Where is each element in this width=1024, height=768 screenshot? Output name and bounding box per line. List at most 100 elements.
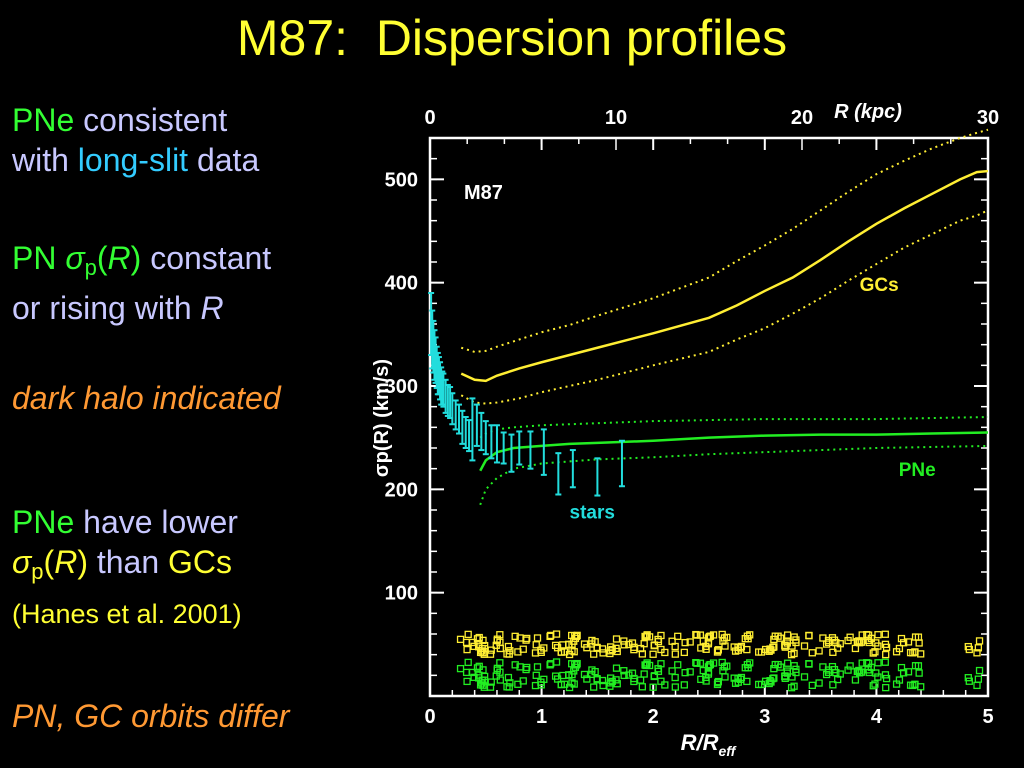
sample-point-pn bbox=[650, 672, 659, 680]
sample-point-pn bbox=[463, 677, 471, 686]
sample-point-gc bbox=[899, 639, 908, 647]
sample-point-gc bbox=[560, 648, 569, 656]
data-text: data bbox=[188, 142, 260, 178]
sample-point-gc bbox=[547, 631, 555, 640]
sample-point-gc bbox=[573, 631, 581, 640]
x-axis-label: R/Reff bbox=[681, 730, 737, 759]
sample-point-gc bbox=[514, 648, 522, 656]
sample-point-gc bbox=[650, 641, 659, 649]
sample-point-gc bbox=[897, 634, 906, 643]
sample-point-gc bbox=[869, 649, 877, 657]
sample-point-pn bbox=[570, 680, 578, 688]
series-annotation: stars bbox=[570, 502, 615, 523]
sample-point-pn bbox=[904, 668, 913, 676]
sample-point-gc bbox=[761, 645, 770, 654]
x-tick-label: 0 bbox=[424, 706, 435, 728]
sample-point-pn bbox=[720, 663, 729, 671]
sample-point-pn bbox=[638, 683, 646, 691]
sample-point-pn bbox=[704, 668, 713, 676]
long-slit-label: long-slit bbox=[77, 142, 189, 178]
sample-point-pn bbox=[492, 672, 500, 680]
sample-point-gc bbox=[858, 631, 866, 639]
sample-point-pn bbox=[909, 681, 917, 690]
sample-point-gc bbox=[487, 646, 495, 654]
sample-point-pn bbox=[718, 658, 726, 667]
sample-point-gc bbox=[815, 647, 823, 655]
sample-point-gc bbox=[681, 638, 689, 647]
sample-point-gc bbox=[620, 641, 628, 649]
sample-point-pn bbox=[486, 683, 495, 691]
sample-point-gc bbox=[533, 634, 542, 642]
sample-point-pn bbox=[973, 681, 981, 690]
sample-point-pn bbox=[671, 673, 679, 682]
sample-point-gc bbox=[909, 649, 917, 657]
sample-point-gc bbox=[853, 638, 862, 646]
sample-point-gc bbox=[661, 648, 669, 657]
sample-point-pn bbox=[857, 668, 865, 676]
paren-close: ) bbox=[130, 240, 142, 276]
paren-open: ( bbox=[96, 240, 108, 276]
sample-point-pn bbox=[591, 667, 599, 676]
sample-point-pn bbox=[697, 675, 705, 683]
sample-point-pn bbox=[714, 679, 722, 687]
sample-point-gc bbox=[537, 646, 545, 654]
sample-point-pn bbox=[620, 667, 628, 675]
x-tick-label: 2 bbox=[648, 706, 659, 728]
sample-point-pn bbox=[533, 663, 542, 671]
sample-point-gc bbox=[730, 643, 738, 651]
sample-point-gc bbox=[642, 633, 650, 641]
sample-point-pn bbox=[800, 673, 809, 681]
sample-point-pn bbox=[668, 667, 676, 675]
sample-point-gc bbox=[965, 645, 973, 654]
sample-point-pn bbox=[606, 679, 615, 687]
series-line-gcs bbox=[460, 169, 989, 383]
sample-point-gc bbox=[904, 638, 913, 646]
sample-point-gc bbox=[973, 649, 981, 657]
sample-point-gc bbox=[680, 648, 688, 657]
sample-point-gc bbox=[787, 650, 796, 659]
sample-point-gc bbox=[857, 638, 865, 646]
sample-point-gc bbox=[486, 650, 495, 658]
sample-point-pn bbox=[892, 680, 901, 688]
sample-point-pn bbox=[475, 662, 483, 670]
slide-title: M87: Dispersion profiles bbox=[236, 10, 788, 66]
sample-point-gc bbox=[553, 644, 562, 652]
sample-point-pn bbox=[680, 681, 688, 689]
y-tick-label: 400 bbox=[385, 273, 418, 295]
sample-point-gc bbox=[630, 643, 638, 651]
sample-point-gc bbox=[766, 645, 774, 653]
bullet-lower: PNe have lower σp(R) than GCs (Hanes et … bbox=[12, 502, 242, 634]
plot-frame bbox=[428, 136, 990, 698]
constant-text: constant bbox=[141, 240, 272, 276]
sample-point-gc bbox=[706, 632, 715, 640]
sample-point-gc bbox=[697, 644, 705, 652]
top-tick-label: 20 bbox=[791, 107, 813, 129]
paren-close-2: ) bbox=[77, 544, 88, 580]
top-tick-label: 30 bbox=[977, 107, 999, 129]
pn-label: PN bbox=[12, 240, 66, 276]
sample-point-pn bbox=[608, 677, 616, 686]
sample-point-pn bbox=[882, 674, 891, 683]
sample-point-gc bbox=[516, 634, 524, 642]
sample-point-pn bbox=[805, 660, 813, 668]
sample-point-gc bbox=[808, 649, 816, 657]
sample-point-pn bbox=[874, 673, 882, 681]
sample-point-gc bbox=[456, 635, 465, 644]
sample-point-gc bbox=[746, 631, 754, 639]
sigma-symbol-2: σ bbox=[12, 544, 32, 580]
sample-point-gc bbox=[915, 639, 923, 647]
sample-point-gc bbox=[552, 630, 561, 638]
sample-point-gc bbox=[463, 645, 471, 654]
sample-point-pn bbox=[464, 658, 472, 667]
sample-point-pn bbox=[915, 669, 923, 677]
sample-point-gc bbox=[881, 630, 889, 638]
sample-point-gc bbox=[800, 642, 809, 650]
sample-point-pn bbox=[474, 674, 483, 682]
sample-point-gc bbox=[892, 648, 901, 656]
sample-point-gc bbox=[975, 637, 984, 645]
sample-point-gc bbox=[628, 639, 637, 647]
sample-point-pn bbox=[822, 670, 831, 679]
rising-text: or rising with bbox=[12, 290, 201, 326]
x-tick-label: 3 bbox=[759, 706, 770, 728]
